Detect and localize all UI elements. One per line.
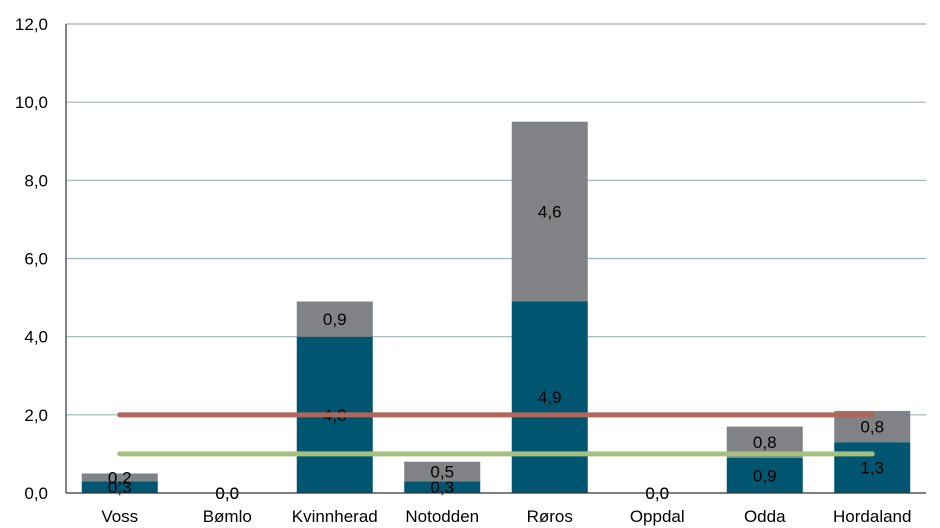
data-label: 4,6 [538,203,562,222]
y-tick-label: 6,0 [24,250,48,269]
y-tick-label: 4,0 [24,328,48,347]
y-tick-label: 12,0 [15,15,48,34]
x-tick-label: Oppdal [630,507,685,526]
bar-segment [81,473,158,482]
data-label: 0,9 [323,310,347,329]
x-tick-label: Bømlo [203,507,252,526]
bar-segment [404,481,481,493]
y-tick-label: 10,0 [15,93,48,112]
bar-segment [404,461,481,482]
bar-segment [81,481,158,493]
data-label: 0,8 [860,418,884,437]
bar-segment [511,301,588,493]
y-tick-label: 0,0 [24,484,48,503]
data-label: 0,8 [753,433,777,452]
x-tick-label: Odda [744,507,786,526]
bar-segment [511,121,588,302]
bar-segment [726,457,803,493]
data-label: 0,3 [108,478,132,497]
data-label: 0,3 [430,478,454,497]
y-tick-label: 8,0 [24,171,48,190]
x-tick-label: Kvinnherad [292,507,378,526]
data-label: 4,9 [538,388,562,407]
data-label: 1,3 [860,459,884,478]
data-label: 0,9 [753,466,777,485]
data-label: 0,5 [430,463,454,482]
data-label: 0,2 [108,468,132,487]
bar-segment [834,442,911,493]
bar-segment [296,301,373,337]
x-tick-label: Notodden [405,507,479,526]
x-tick-label: Røros [527,507,573,526]
x-tick-label: Voss [101,507,138,526]
x-tick-label: Hordaland [833,507,911,526]
y-tick-label: 2,0 [24,406,48,425]
